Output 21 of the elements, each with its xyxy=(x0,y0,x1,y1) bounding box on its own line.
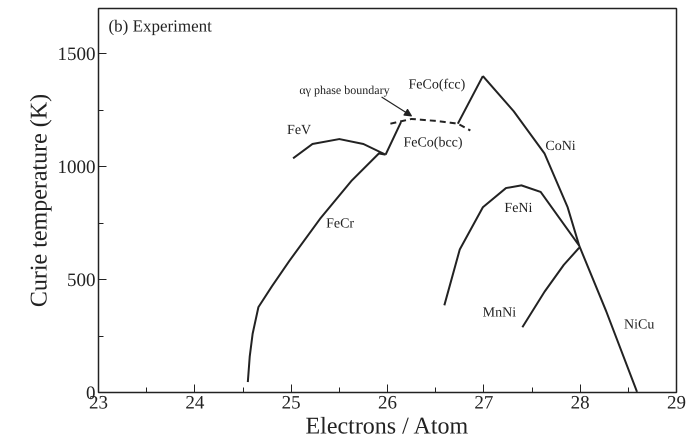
series-label: FeCo(fcc) xyxy=(408,78,466,93)
x-tick-label: 28 xyxy=(570,392,590,414)
x-tick-label: 26 xyxy=(378,392,397,414)
x-tick-label: 27 xyxy=(474,392,494,414)
y-tick-label: 500 xyxy=(67,270,96,292)
y-tick-label: 1000 xyxy=(58,157,96,178)
annotation: NiCu xyxy=(624,318,654,333)
series-label: MnNi xyxy=(482,306,516,321)
y-tick-label: 1500 xyxy=(58,44,96,66)
text: (b) Experiment xyxy=(108,16,212,36)
series-label: FeV xyxy=(287,122,312,138)
series-label: FeCr xyxy=(326,216,354,232)
series-label: CoNi xyxy=(545,139,576,154)
x-tick-label: 29 xyxy=(667,392,686,414)
text: αγ phase boundary xyxy=(299,83,390,98)
x-tick-label: 24 xyxy=(185,392,205,414)
series-label: FeNi xyxy=(504,200,533,216)
x-tick-label: 25 xyxy=(282,392,301,414)
y-axis-title: Curie temperature (K) xyxy=(26,94,52,308)
x-axis-title: Electrons / Atom xyxy=(306,414,468,440)
series-label: FeCo(bcc) xyxy=(403,136,463,151)
